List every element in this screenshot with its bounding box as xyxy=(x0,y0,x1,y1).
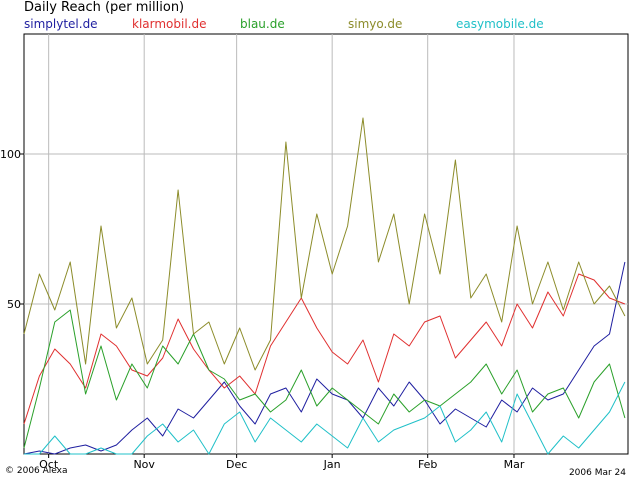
date-stamp: 2006 Mar 24 xyxy=(568,468,626,478)
x-tick-label: Dec xyxy=(226,458,247,471)
x-tick-label: Oct xyxy=(39,458,59,471)
series-line-klarmobil-de xyxy=(23,273,626,425)
series-line-easymobile-de xyxy=(24,381,626,455)
copyright-text: © 2006 Alexa xyxy=(5,466,68,476)
legend-easymobile: easymobile.de xyxy=(456,17,544,31)
x-tick-label: Mar xyxy=(504,458,525,471)
series-line-simyo-de xyxy=(23,117,626,371)
legend-blau: blau.de xyxy=(240,17,285,31)
x-tick-label: Feb xyxy=(418,458,437,471)
legend-klarmobil: klarmobil.de xyxy=(132,17,207,31)
y-tick-label: 50 xyxy=(7,298,21,311)
plot-area xyxy=(23,33,629,455)
legend-simplytel: simplytel.de xyxy=(24,17,98,31)
chart-title: Daily Reach (per million) xyxy=(24,0,185,15)
y-tick-label: 100 xyxy=(0,148,21,161)
series-line-simplytel-de xyxy=(23,261,626,455)
x-tick-label: Jan xyxy=(323,458,341,471)
legend-simyo: simyo.de xyxy=(348,17,403,31)
x-tick-label: Nov xyxy=(133,458,155,471)
series-line-blau-de xyxy=(23,309,626,449)
